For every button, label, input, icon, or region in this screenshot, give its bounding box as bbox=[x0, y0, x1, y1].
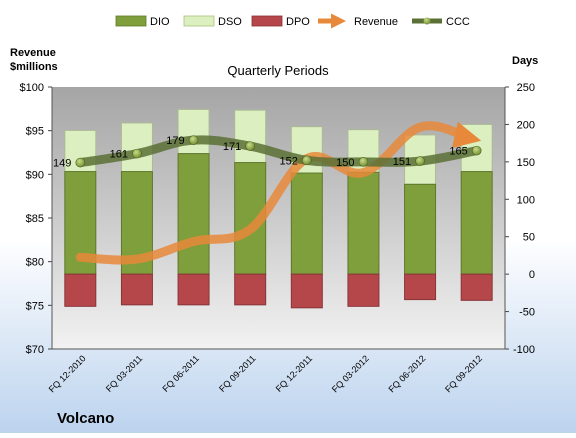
ccc-point bbox=[471, 145, 482, 156]
right-axis-tick-label: 250 bbox=[517, 82, 535, 94]
dio-bar bbox=[177, 153, 210, 275]
ccc-point bbox=[132, 148, 142, 159]
lines-layer bbox=[75, 121, 482, 265]
right-axis-tick-label: 50 bbox=[523, 232, 535, 244]
dpo-bar bbox=[404, 273, 437, 301]
legend-label-dso: DSO bbox=[218, 16, 242, 28]
chart-title: Quarterly Periods bbox=[227, 63, 329, 78]
right-axis-tick-label: -100 bbox=[513, 344, 535, 356]
dpo-bar bbox=[177, 273, 210, 306]
dio-bar bbox=[290, 172, 323, 275]
legend-swatch-dso bbox=[183, 15, 215, 27]
dpo-bar bbox=[290, 273, 323, 309]
revenue-line bbox=[75, 121, 482, 265]
left-axis-label-line1: Revenue bbox=[10, 47, 56, 59]
ccc-data-label: 179 bbox=[166, 135, 184, 147]
right-axis-tick-label: 100 bbox=[517, 194, 535, 206]
ccc-point bbox=[245, 141, 255, 151]
legend-label-dio: DIO bbox=[150, 16, 170, 28]
right-axis-tick-label: -50 bbox=[519, 307, 535, 319]
ccc-data-label: 152 bbox=[279, 155, 297, 167]
legend-label-ccc: CCC bbox=[446, 16, 470, 28]
dio-bar bbox=[347, 171, 380, 275]
left-axis-tick-label: $100 bbox=[20, 82, 44, 94]
right-axis-tick-label: 200 bbox=[517, 119, 535, 131]
dso-bar bbox=[234, 109, 267, 164]
ccc-data-label: 165 bbox=[449, 146, 467, 158]
company-name: Volcano bbox=[57, 410, 114, 427]
dpo-bar bbox=[347, 273, 380, 307]
left-axis-tick-label: $80 bbox=[26, 257, 44, 269]
left-axis-tick-label: $90 bbox=[26, 169, 44, 181]
ccc-data-label: 151 bbox=[393, 156, 411, 168]
dpo-bar bbox=[120, 273, 153, 306]
dio-bar bbox=[404, 183, 437, 275]
ccc-data-label: 149 bbox=[53, 158, 71, 170]
ccc-data-label: 161 bbox=[110, 149, 128, 161]
legend-swatch-dio bbox=[115, 15, 147, 27]
labels-layer: 149 161 179 171 152 150 151 165 bbox=[53, 135, 468, 169]
legend-label-revenue: Revenue bbox=[354, 16, 398, 28]
legend: DIO DSO DPO Revenue CCC bbox=[115, 13, 470, 29]
dpo-bar bbox=[234, 273, 267, 306]
left-axis-tick-label: $95 bbox=[26, 126, 44, 138]
left-axis-tick-label: $75 bbox=[26, 300, 44, 312]
left-axis-label-line2: $millions bbox=[10, 61, 58, 73]
legend-swatch-dpo bbox=[251, 15, 283, 27]
dpo-bar bbox=[64, 273, 97, 307]
dio-bar bbox=[460, 171, 493, 275]
ccc-data-label: 171 bbox=[223, 141, 241, 153]
dso-bar bbox=[177, 108, 210, 155]
ccc-point bbox=[415, 156, 425, 166]
ccc-point bbox=[302, 155, 312, 166]
ccc-data-label: 150 bbox=[336, 157, 354, 169]
ccc-point bbox=[75, 157, 86, 168]
left-axis-tick-label: $85 bbox=[26, 213, 44, 225]
bars-layer bbox=[64, 108, 493, 309]
right-axis-tick-label: 0 bbox=[529, 269, 535, 281]
legend-ccc-dot bbox=[423, 17, 431, 25]
right-axis-label: Days bbox=[512, 55, 538, 67]
dpo-bar bbox=[460, 273, 493, 301]
ccc-point bbox=[358, 157, 369, 167]
left-axis-tick-label: $70 bbox=[26, 344, 44, 356]
ccc-line bbox=[75, 135, 482, 168]
legend-label-dpo: DPO bbox=[286, 16, 310, 28]
ccc-point bbox=[188, 135, 199, 145]
right-axis-tick-label: 150 bbox=[517, 157, 535, 169]
